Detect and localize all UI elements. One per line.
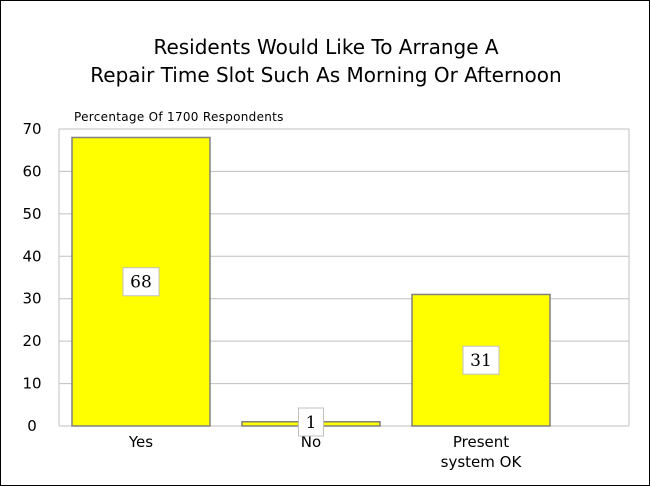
x-category-label-2-1: system OK xyxy=(441,453,523,471)
data-label-2: 31 xyxy=(470,351,492,371)
data-label-1: 1 xyxy=(306,413,317,433)
y-tick-label-30: 30 xyxy=(22,290,41,308)
chart-title-line-2: Repair Time Slot Such As Morning Or Afte… xyxy=(90,63,561,87)
y-tick-label-20: 20 xyxy=(22,332,41,350)
data-label-box-1 xyxy=(298,407,324,437)
y-tick-label-70: 70 xyxy=(22,120,41,138)
y-tick-label-50: 50 xyxy=(22,205,41,223)
x-categories: Yes No Present system OK xyxy=(128,433,523,471)
data-labels: 68 1 31 xyxy=(122,267,500,437)
y-tick-label-10: 10 xyxy=(22,375,41,393)
data-label-box-2 xyxy=(462,345,500,375)
data-label-0: 68 xyxy=(130,273,152,293)
y-tick-label-60: 60 xyxy=(22,162,41,180)
y-ticks: 0 10 20 30 40 50 60 70 xyxy=(22,120,41,435)
chart-title-line-1: Residents Would Like To Arrange A xyxy=(153,35,498,59)
x-category-label-1-0: No xyxy=(301,433,321,451)
x-category-label-0-0: Yes xyxy=(128,433,153,451)
y-axis-label: Percentage Of 1700 Respondents xyxy=(74,110,284,124)
y-tick-label-40: 40 xyxy=(22,247,41,265)
data-label-box-0 xyxy=(122,267,160,297)
y-tick-label-0: 0 xyxy=(27,417,37,435)
x-category-label-2-0: Present xyxy=(453,433,509,451)
